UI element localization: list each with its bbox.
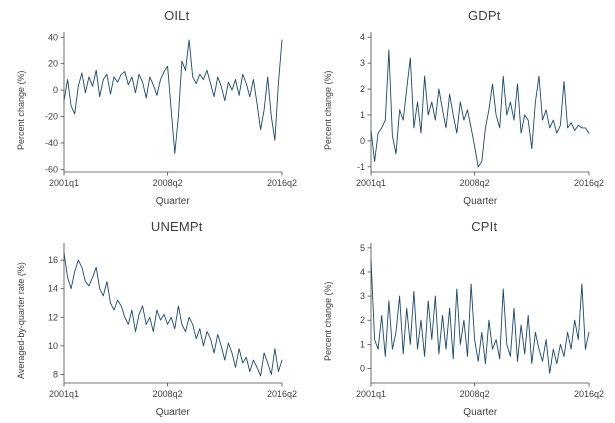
y-tick-label: 14 [48,283,58,293]
x-tick-label: 2008q2 [460,389,490,399]
chart-panel-gdp: GDPt Percent change (%) -1 0 1 2 3 4 2001q1 200… [322,6,604,207]
chart-panel-cpi: CPIt Percent change (%) 0 1 2 3 4 5 2001q1 2008… [322,217,604,418]
x-tick-label: 2008q2 [152,389,182,399]
y-tick-label: 2 [360,315,365,325]
y-tick-label: 4 [360,266,365,276]
x-axis-label: Quarter [463,196,498,207]
plot-row: Percent change (%) -1 0 1 2 3 4 2001q1 2008q2 20… [322,24,604,196]
line-plot-cpi: 0 1 2 3 4 5 2001q1 2008q2 2016q2 [356,242,604,399]
y-tick-label: 10 [48,340,58,350]
x-tick-label: 2001q1 [356,389,386,399]
y-axis-label: Percent change (%) [15,70,26,150]
x-tick-label: 2016q2 [574,178,604,188]
x-tick-label: 2016q2 [267,178,297,188]
line-plot-unemp: 8 10 12 14 16 2001q1 2008q2 2016q2 [48,242,297,399]
x-axis-label: Quarter [463,406,498,418]
chart-title: OILt [164,8,190,23]
x-tick-label: 2008q2 [460,178,490,188]
chart-panel-oil: OILt Percent change (%) -60 -40 -20 0 20 40 20… [15,6,297,207]
y-tick-label: 16 [48,255,58,265]
y-tick-label: 2 [360,84,365,94]
y-tick-label: -1 [357,162,365,172]
plot-row: Averaged-by-quarter rate (%) 8 10 12 14 16 20… [15,235,297,407]
y-tick-label: 3 [360,291,365,301]
y-axis-label: Percent change (%) [323,280,334,361]
x-tick-label: 2001q1 [356,178,386,188]
y-tick-label: 1 [360,110,365,120]
x-tick-label: 2001q1 [49,178,79,188]
chart-panel-unemp: UNEMPt Averaged-by-quarter rate (%) 8 10 1… [15,217,297,418]
chart-title: GDPt [467,8,501,23]
data-series-line [370,49,590,168]
chart-title: CPIt [471,218,498,234]
y-axis-label: Percent change (%) [323,70,334,150]
plot-row: Percent change (%) 0 1 2 3 4 5 2001q1 2008q2 201… [322,235,604,407]
chart-title: UNEMPt [150,218,203,234]
y-tick-label: 20 [48,59,58,69]
y-tick-label: 0 [360,363,365,373]
y-tick-label: 12 [48,312,58,322]
plot-row: Percent change (%) -60 -40 -20 0 20 40 2001q1 2… [15,24,297,196]
x-axis-label: Quarter [155,406,190,418]
y-tick-label: -40 [45,138,58,148]
y-tick-label: 8 [53,369,58,379]
x-tick-label: 2016q2 [574,389,604,399]
y-tick-label: 1 [360,339,365,349]
line-plot-oil: -60 -40 -20 0 20 40 2001q1 2008q2 2016q2 [45,32,297,188]
x-tick-label: 2008q2 [152,178,182,188]
x-tick-label: 2001q1 [49,389,79,399]
y-tick-label: 3 [360,58,365,68]
y-tick-label: 0 [53,85,58,95]
x-axis-label: Quarter [155,196,190,207]
y-tick-label: 40 [48,32,58,42]
y-tick-label: -20 [45,112,58,122]
data-series-line [63,39,283,154]
y-axis-label: Averaged-by-quarter rate (%) [15,262,26,379]
y-tick-label: 5 [360,242,365,252]
line-plot-gdp: -1 0 1 2 3 4 2001q1 2008q2 2016q2 [356,32,604,188]
data-series-line [63,252,283,376]
x-tick-label: 2016q2 [267,389,297,399]
y-tick-label: 4 [360,32,365,42]
y-tick-label: -60 [45,164,58,174]
y-tick-label: 0 [360,136,365,146]
data-series-line [370,258,590,374]
